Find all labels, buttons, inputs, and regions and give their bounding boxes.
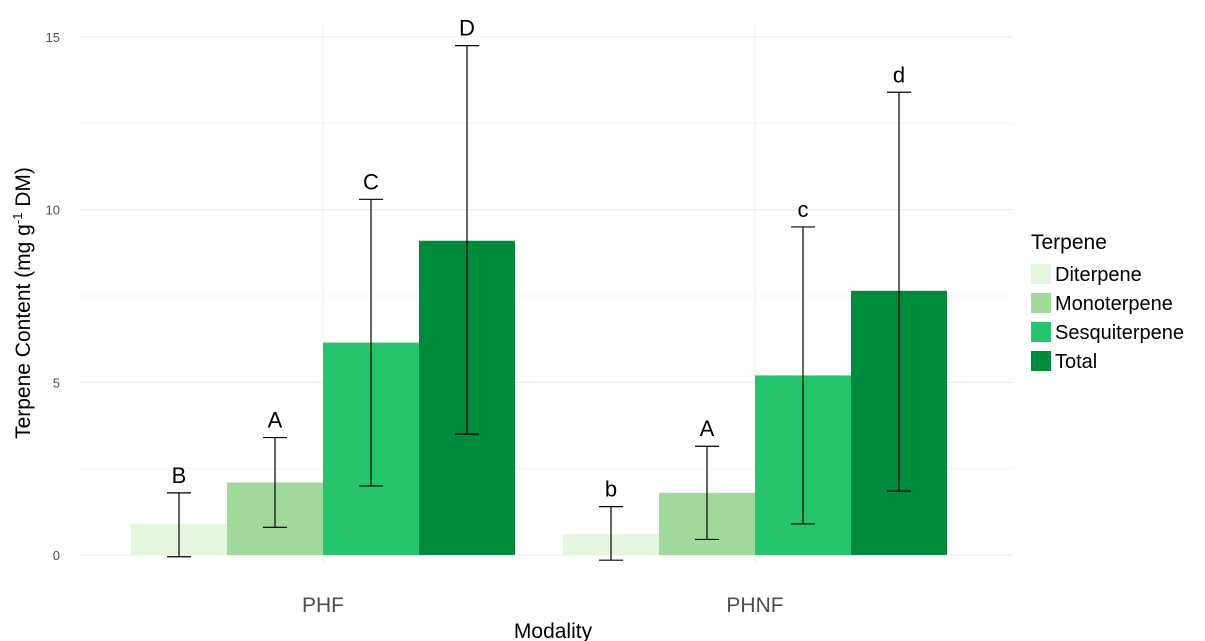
legend-entry: Sesquiterpene [1055,322,1184,344]
y-tick-label: 15 [46,30,60,45]
significance-label: D [459,16,475,41]
legend-swatch [1031,351,1051,371]
x-axis-title: Modality [514,620,593,641]
x-axis-categories: PHF PHNF [302,594,784,617]
y-axis-ticks: 0 5 10 15 [46,30,60,563]
y-tick-label: 10 [46,203,60,218]
legend-title: Terpene [1031,231,1107,254]
significance-label: d [893,62,905,87]
bars [131,240,947,555]
significance-label: b [605,477,617,502]
significance-labels: B A C Db Ac d [172,16,905,502]
y-tick-label: 0 [53,548,60,563]
significance-label: A [700,416,715,441]
significance-label: B [172,463,187,488]
legend-entry: Total [1055,351,1097,373]
significance-label: A [268,408,283,433]
legend: Terpene Diterpene Monoterpene Sesquiterpen… [1031,231,1184,373]
significance-label: c [798,197,809,222]
legend-swatch [1031,293,1051,313]
error-bars [167,45,911,561]
grid-lines [80,25,1013,563]
legend-entry: Diterpene [1055,264,1142,286]
y-axis-title: Terpene Content (mg g-1 DM) [10,167,35,439]
legend-swatch [1031,322,1051,342]
legend-swatch [1031,264,1051,284]
y-tick-label: 5 [53,375,60,390]
x-tick-label: PHF [302,594,344,617]
x-tick-label: PHNF [726,594,783,617]
legend-entry: Monoterpene [1055,293,1173,315]
significance-label: C [363,169,379,194]
